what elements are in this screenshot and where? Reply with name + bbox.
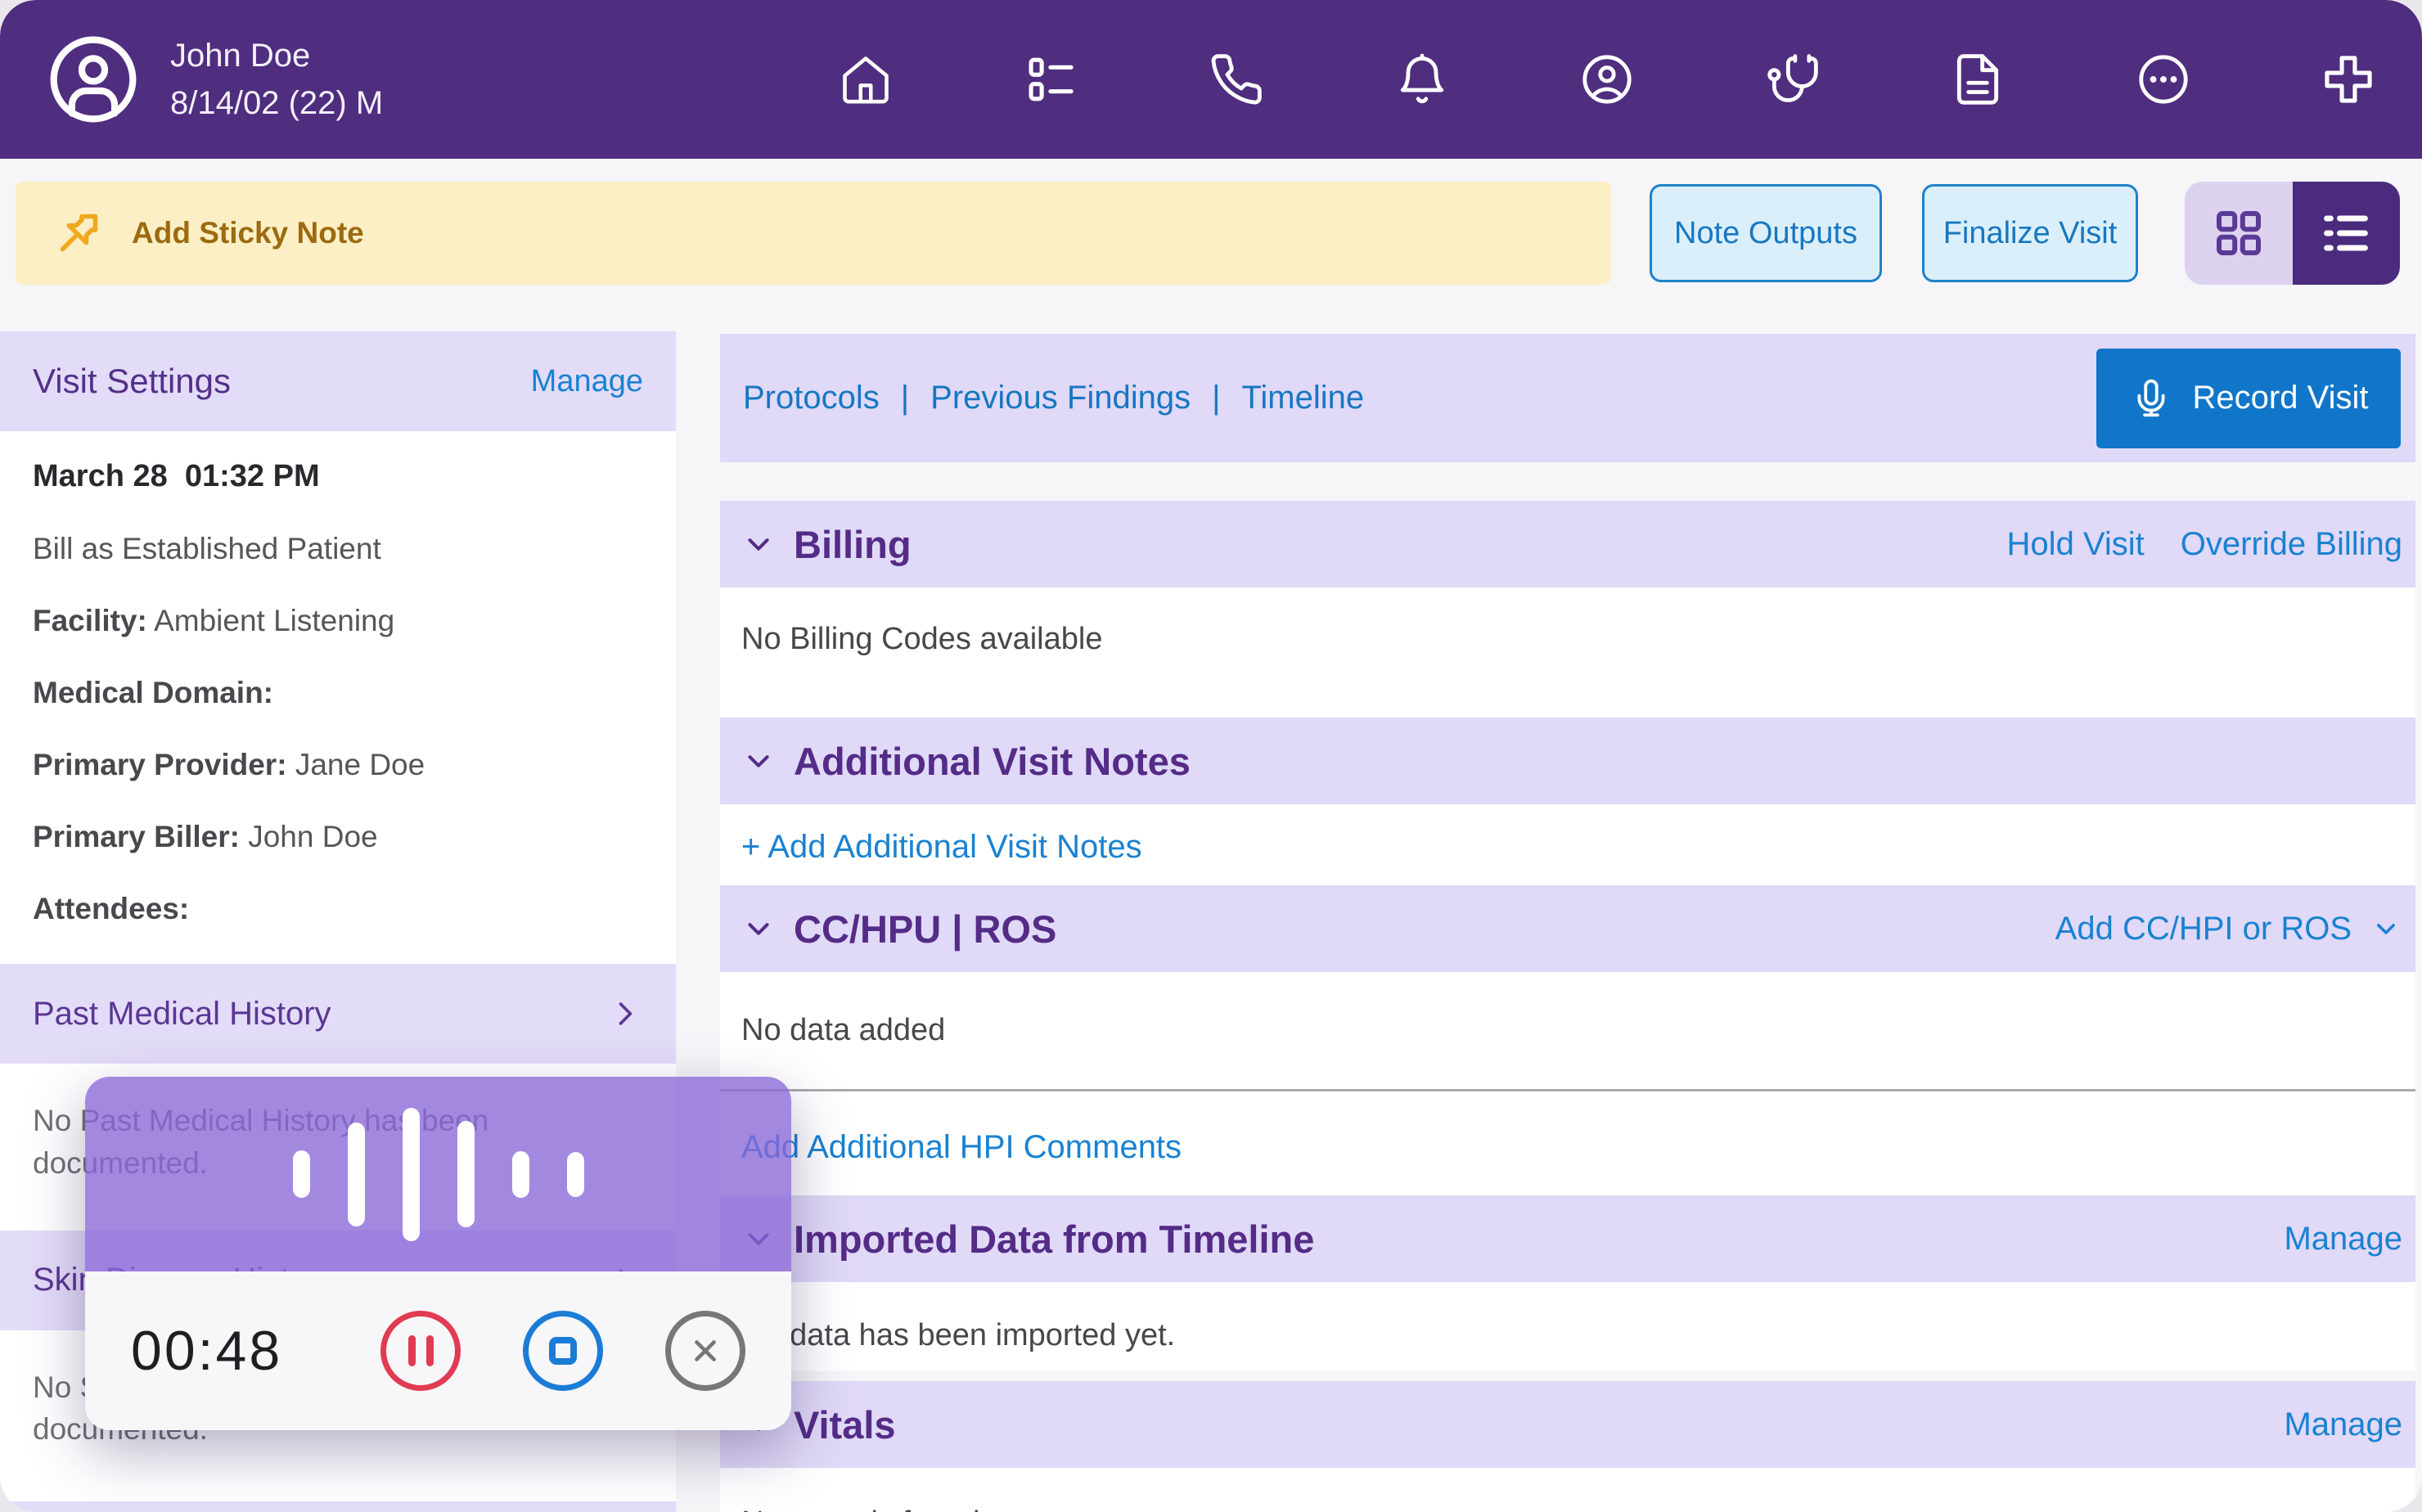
primary-provider-field: Primary Provider: Jane Doe <box>33 748 425 781</box>
nav-separator: | <box>900 380 910 416</box>
section-header-imported-data: Imported Data from Timeline Manage <box>720 1195 2415 1282</box>
waveform-bar <box>402 1107 420 1241</box>
section-header-vitals: Vitals Manage <box>720 1381 2415 1468</box>
visit-settings-details: March 28 01:32 PM Bill as Established Pa… <box>0 431 676 926</box>
sidebar-item-past-medical-history[interactable]: Past Medical History <box>0 964 676 1064</box>
section-header-billing: Billing Hold Visit Override Billing <box>720 501 2415 587</box>
grid-icon <box>2216 211 2261 256</box>
cancel-recording-button[interactable] <box>665 1311 745 1391</box>
facility-field: Facility: Ambient Listening <box>33 604 395 637</box>
patient-meta: 8/14/02 (22) M <box>170 85 384 121</box>
recording-widget[interactable]: 00:48 <box>85 1077 791 1430</box>
chevron-down-icon <box>2377 924 2395 934</box>
section-header-cc-hpu-ros: CC/HPU | ROS Add CC/HPI or ROS <box>720 885 2415 972</box>
pause-icon <box>407 1335 434 1366</box>
visit-datetime: March 28 01:32 PM <box>33 459 320 493</box>
section-header-additional-visit-notes: Additional Visit Notes <box>720 718 2415 804</box>
bill-as-text: Bill as Established Patient <box>33 532 381 565</box>
patient-name: John Doe <box>170 38 311 74</box>
imported-data-empty-text: No data has been imported yet. <box>741 1318 1176 1352</box>
notifications-bell-icon[interactable] <box>1381 38 1463 120</box>
pin-icon <box>60 214 98 252</box>
pause-recording-button[interactable] <box>380 1311 461 1391</box>
chevron-down-icon[interactable] <box>740 525 777 563</box>
close-icon <box>695 1340 716 1361</box>
visit-settings-title: Visit Settings <box>33 362 232 400</box>
documents-icon[interactable] <box>1937 38 2019 120</box>
patient-text: John Doe 8/14/02 (22) M <box>170 32 383 127</box>
more-options-icon[interactable] <box>2123 38 2204 120</box>
tab-timeline[interactable]: Timeline <box>1241 380 1365 416</box>
cc-hpu-ros-title: CC/HPU | ROS <box>794 907 1057 951</box>
medical-domain-field: Medical Domain: <box>33 676 273 709</box>
visit-list-icon[interactable] <box>1011 38 1092 120</box>
grid-view-button[interactable] <box>2185 182 2293 285</box>
cc-hpu-ros-empty-text: No data added <box>741 1013 946 1047</box>
add-new-cross-icon[interactable] <box>2307 38 2389 120</box>
sidebar-item-medication[interactable]: Medication <box>0 1501 676 1512</box>
patient-profile-icon[interactable] <box>1566 38 1648 120</box>
divider <box>720 1089 2415 1091</box>
add-sticky-note-bar[interactable]: Add Sticky Note <box>16 182 1611 285</box>
vitals-manage-link[interactable]: Manage <box>2284 1406 2402 1442</box>
waveform-bar <box>347 1122 365 1226</box>
recorder-controls: 00:48 <box>85 1271 791 1430</box>
additional-visit-notes-body: + Add Additional Visit Notes <box>720 804 2415 885</box>
waveform-panel <box>85 1077 791 1271</box>
finalize-visit-button[interactable]: Finalize Visit <box>1922 184 2138 282</box>
stop-icon <box>549 1337 577 1365</box>
hold-visit-link[interactable]: Hold Visit <box>2006 525 2145 562</box>
additional-visit-notes-title: Additional Visit Notes <box>794 739 1191 783</box>
record-visit-button[interactable]: Record Visit <box>2096 348 2401 448</box>
patient-summary: John Doe 8/14/02 (22) M <box>46 0 383 159</box>
visit-settings-manage-link[interactable]: Manage <box>530 363 643 398</box>
note-outputs-button[interactable]: Note Outputs <box>1650 184 1882 282</box>
waveform-bar <box>511 1150 529 1198</box>
billing-title: Billing <box>794 522 912 566</box>
stethoscope-icon[interactable] <box>1752 38 1834 120</box>
chevron-down-icon[interactable] <box>740 742 777 780</box>
add-sticky-note-label: Add Sticky Note <box>132 216 364 250</box>
patient-avatar-icon <box>50 36 137 123</box>
vitals-body: No records found. <box>720 1468 2415 1512</box>
imported-data-manage-link[interactable]: Manage <box>2284 1220 2402 1257</box>
chevron-down-icon[interactable] <box>740 910 777 947</box>
billing-empty-text: No Billing Codes available <box>741 622 1103 656</box>
visit-subnav: Protocols | Previous Findings | Timeline… <box>720 334 2415 462</box>
add-additional-hpi-comments-link[interactable]: Add Additional HPI Comments <box>741 1129 1182 1165</box>
waveform-bar <box>457 1121 475 1227</box>
view-mode-toggle <box>2185 182 2400 285</box>
vitals-empty-text: No records found. <box>741 1505 2394 1512</box>
waveform-bar <box>566 1151 584 1197</box>
recording-timer: 00:48 <box>131 1320 283 1382</box>
cc-hpu-ros-body: No data added Add Additional HPI Comment… <box>720 972 2415 1195</box>
stop-recording-button[interactable] <box>523 1311 603 1391</box>
vitals-title: Vitals <box>794 1402 896 1447</box>
imported-data-body: No data has been imported yet. <box>720 1282 2415 1371</box>
tab-previous-findings[interactable]: Previous Findings <box>930 380 1191 416</box>
home-icon[interactable] <box>825 38 907 120</box>
phone-icon[interactable] <box>1195 38 1277 120</box>
microphone-icon <box>2137 379 2165 416</box>
visit-main-panel: Protocols | Previous Findings | Timeline… <box>720 334 2415 1512</box>
action-row: Add Sticky Note Note Outputs Finalize Vi… <box>16 182 2400 285</box>
list-view-button[interactable] <box>2292 182 2400 285</box>
nav-separator: | <box>1212 380 1221 416</box>
tab-protocols[interactable]: Protocols <box>743 380 880 416</box>
waveform-bar <box>292 1150 310 1198</box>
primary-biller-field: Primary Biller: John Doe <box>33 820 378 853</box>
add-cc-hpi-or-ros-dropdown[interactable]: Add CC/HPI or ROS <box>2055 911 2402 947</box>
override-billing-link[interactable]: Override Billing <box>2180 525 2402 562</box>
top-nav-bar: John Doe 8/14/02 (22) M <box>0 0 2422 159</box>
imported-data-title: Imported Data from Timeline <box>794 1217 1315 1261</box>
add-additional-visit-notes-link[interactable]: + Add Additional Visit Notes <box>741 829 1142 865</box>
chevron-right-icon <box>619 1002 633 1025</box>
visit-settings-header: Visit Settings Manage <box>0 331 676 431</box>
top-icon-nav <box>825 0 2389 159</box>
attendees-field: Attendees: <box>33 892 190 925</box>
billing-body: No Billing Codes available <box>720 587 2415 718</box>
record-visit-label: Record Visit <box>2192 380 2369 416</box>
list-icon <box>2324 215 2369 251</box>
